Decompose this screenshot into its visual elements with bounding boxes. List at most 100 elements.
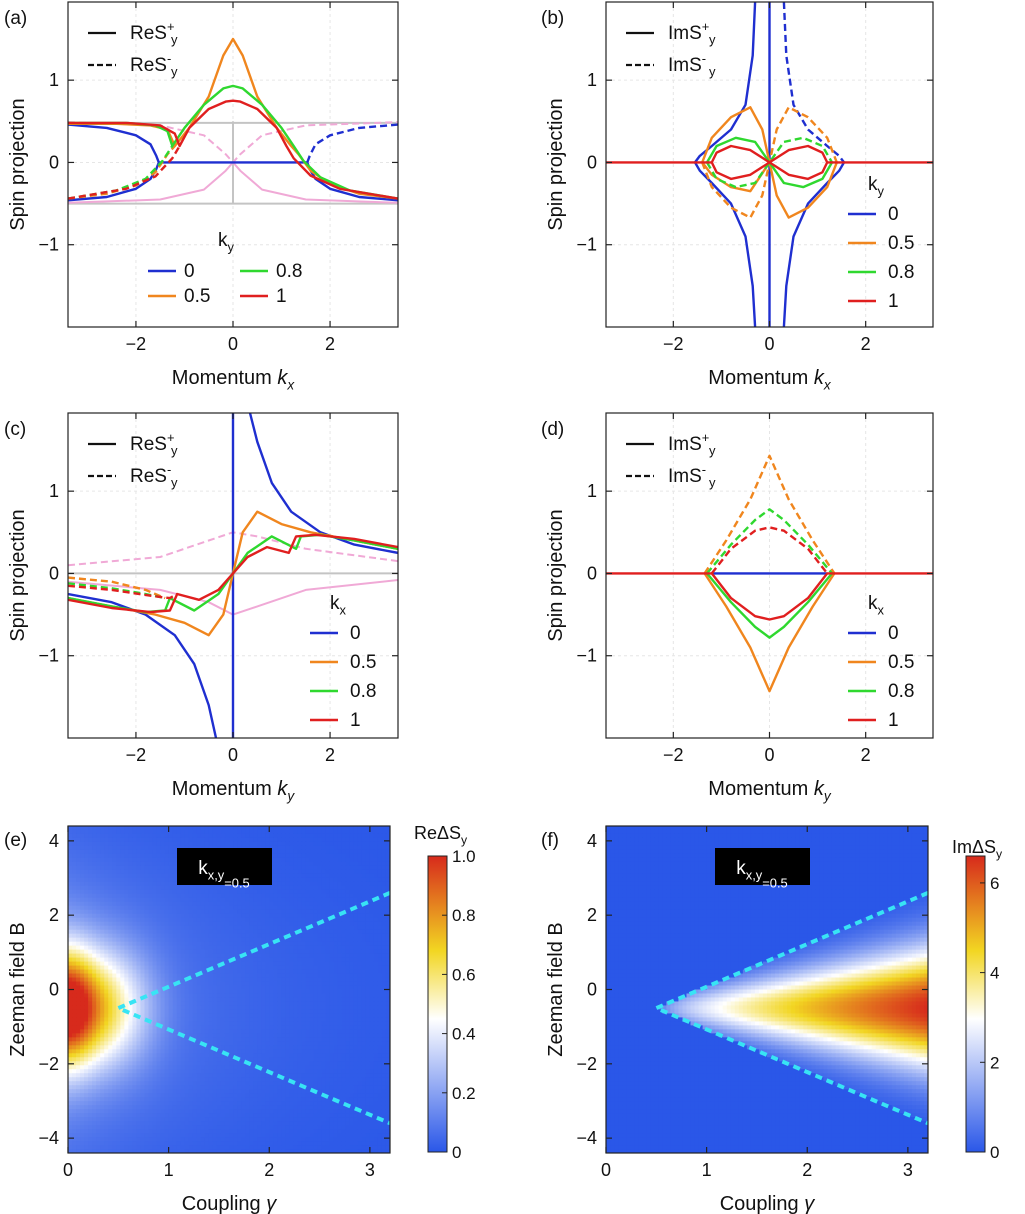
legend-label-sub: y [171,32,178,47]
heatmap-cell [313,841,319,847]
heatmap-cell [168,841,174,847]
heatmap-cell [176,833,182,839]
heatmap-cell [269,829,274,835]
heatmap-cell [313,917,319,923]
heatmap-cell [325,965,331,971]
heatmap-cell [100,941,105,947]
y-tick-label: −1 [38,646,59,666]
heatmap-cell [156,905,162,911]
heatmap-cell [373,905,379,911]
heatmap-cell [349,877,355,883]
heatmap-cell [301,997,307,1003]
series-line-0.8 [68,145,174,200]
heatmap-cell [325,861,331,867]
heatmap-cell [136,1009,142,1015]
heatmap-cell [84,993,89,999]
heatmap-cell [261,921,266,927]
heatmap-cell [180,826,186,831]
heatmap-cell [200,1053,206,1058]
heatmap-cell [273,949,278,955]
heatmap-cell [120,1013,125,1019]
heatmap-cell [116,869,121,875]
heatmap-cell [172,1025,178,1030]
heatmap-cell [353,1045,359,1050]
heatmap-cell [289,909,295,915]
heatmap-cell [100,1033,105,1038]
heatmap-cell [128,869,134,875]
heatmap-cell [112,953,117,959]
heatmap-cell [168,945,174,951]
heatmap-cell [285,989,290,995]
heatmap-cell [233,921,238,927]
heatmap-cell [188,1057,194,1062]
heatmap-cell [216,909,222,915]
heatmap-cell [265,885,270,891]
heatmap-cell [381,977,387,983]
heatmap-cell [313,1009,319,1015]
heatmap-cell [84,1017,89,1022]
heatmap-cell [68,861,73,867]
heatmap-cell [196,989,202,995]
heatmap-cell [168,833,174,839]
heatmap-cell [357,953,363,959]
heatmap-cell [200,829,206,835]
heatmap-cell [176,885,182,891]
heatmap-cell [192,826,198,831]
heatmap-cell [305,965,311,971]
heatmap-cell [357,1049,363,1054]
heatmap-cell [373,885,379,891]
heatmap-cell [385,941,390,947]
heatmap-cell [357,1057,363,1062]
heatmap-cell [261,1037,266,1042]
heatmap-cell [237,981,242,987]
heatmap-cell [369,826,375,831]
heatmap-cell [160,961,166,967]
heatmap-cell [357,933,363,939]
heatmap-cell [313,985,319,991]
heatmap-cell [385,993,390,999]
heatmap-cell [132,877,138,883]
heatmap-cell [124,841,129,847]
heatmap-cell [76,1029,81,1034]
heatmap-cell [285,877,290,883]
heatmap-cell [168,937,174,943]
heatmap-cell [285,873,290,879]
heatmap-cell [136,901,142,907]
heatmap-cell [337,857,343,863]
heatmap-cell [204,1017,210,1022]
heatmap-cell [353,965,359,971]
heatmap-cell [196,993,202,999]
heatmap-cell [88,953,93,959]
heatmap-cell [305,1057,311,1062]
heatmap-cell [281,861,286,867]
heatmap-cell [100,1025,105,1030]
heatmap-cell [68,929,73,935]
legend-entry: 0 [184,261,195,282]
heatmap-cell [253,917,258,923]
heatmap-cell [297,1045,303,1050]
heatmap-cell [120,826,125,831]
heatmap-cell [124,917,129,923]
heatmap-cell [373,941,379,947]
heatmap-cell [277,865,282,871]
heatmap-cell [116,1021,121,1026]
heatmap-cell [349,989,355,995]
heatmap-cell [241,957,246,963]
heatmap-cell [277,977,282,983]
heatmap-cell [104,1049,109,1054]
y-tick-label: 0 [587,563,597,583]
heatmap-cell [349,1013,355,1019]
x-tick-label: −2 [126,745,147,765]
heatmap-cell [156,841,162,847]
heatmap-cell [104,1029,109,1034]
heatmap-cell [321,1025,327,1030]
heatmap-cell [233,909,238,915]
heatmap-cell [172,1013,178,1019]
heatmap-cell [196,829,202,835]
heatmap-cell [261,1045,266,1050]
heatmap-cell [144,909,150,915]
heatmap-cell [164,1021,170,1026]
heatmap-cell [224,1005,230,1011]
heatmap-cell [140,885,146,891]
heatmap-cell [80,873,85,879]
